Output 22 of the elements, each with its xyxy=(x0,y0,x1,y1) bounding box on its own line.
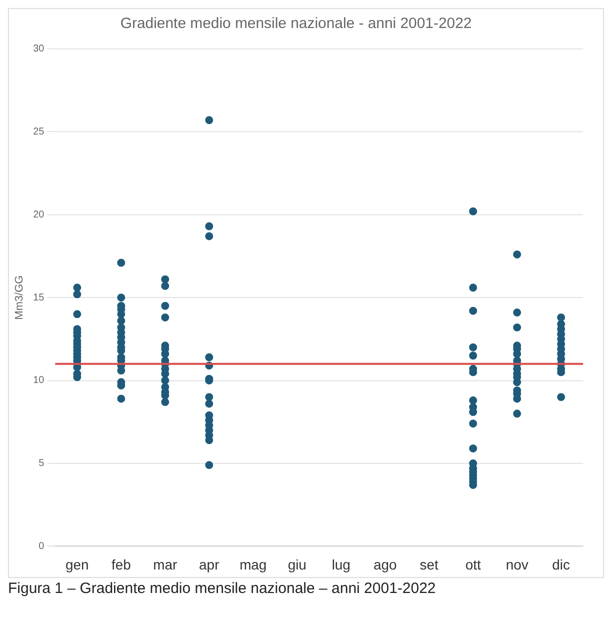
x-tick-label: lug xyxy=(332,556,350,572)
x-tick-label: mag xyxy=(240,556,267,572)
x-tick-label: giu xyxy=(288,556,306,572)
x-tick-label: nov xyxy=(506,556,528,572)
x-tick-label: gen xyxy=(66,556,89,572)
y-tick-label: 30 xyxy=(33,44,45,55)
y-tick-label: 25 xyxy=(33,126,45,138)
x-tick-label: set xyxy=(420,556,439,572)
text: Figura 1 – Gradiente medio mensile nazionale – anni 2001-2022 xyxy=(8,580,437,597)
y-axis-title: Mm3/GG xyxy=(14,275,26,320)
chart-title: Gradiente medio mensile nazionale - anni 2001-2022 xyxy=(120,15,472,32)
x-tick-label: feb xyxy=(111,556,132,572)
y-tick-label: 0 xyxy=(38,541,45,552)
y-tick-label: 10 xyxy=(33,375,45,386)
x-tick-label: apr xyxy=(199,556,220,572)
x-tick-label: mar xyxy=(153,556,178,572)
y-tick-label: 5 xyxy=(38,458,45,470)
x-tick-label: dic xyxy=(552,556,570,572)
x-tick-label: ago xyxy=(373,556,397,572)
y-tick-label: 20 xyxy=(33,209,45,220)
y-tick-label: 15 xyxy=(33,292,45,304)
x-tick-label: ott xyxy=(465,556,481,572)
